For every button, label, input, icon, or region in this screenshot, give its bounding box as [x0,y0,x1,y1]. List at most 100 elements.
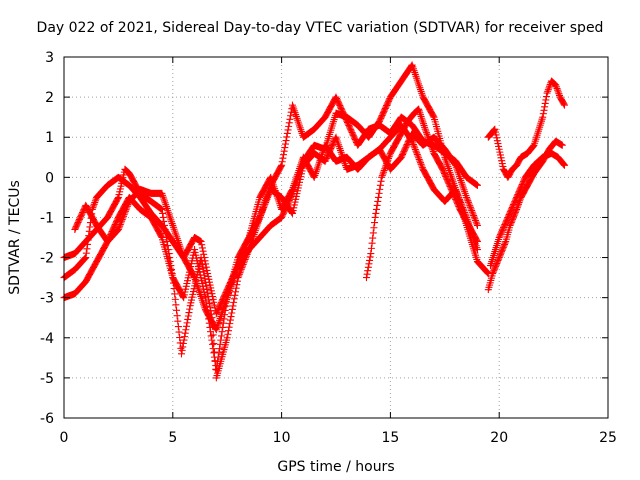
data-point [90,200,98,208]
data-point [121,209,129,217]
data-point [419,118,427,126]
data-point [470,212,478,220]
data-point [468,208,476,216]
data-point [118,217,126,225]
data-point [181,329,189,337]
data-point [114,225,122,233]
data-point [256,213,264,221]
data-point [410,142,418,150]
data-point [120,211,128,219]
data-point [492,261,500,269]
data-point [427,142,435,150]
data-point [466,203,474,211]
data-point [179,343,187,351]
data-point [369,234,377,242]
data-point [181,333,189,341]
data-point [90,202,98,210]
data-point [382,161,390,169]
data-point [371,213,379,221]
x-tick-label: 20 [490,430,508,446]
data-point [513,205,521,213]
data-point [122,206,130,214]
data-point [542,96,550,104]
data-point [183,319,191,327]
data-point [469,210,477,218]
data-point [225,323,233,331]
data-point [224,330,232,338]
data-point [507,219,515,227]
data-point [540,106,548,114]
data-point [207,328,215,336]
data-point [374,193,382,201]
data-point [288,191,296,199]
data-point [464,198,472,206]
data-point [420,122,428,130]
data-point [231,291,239,299]
data-point [377,177,385,185]
data-point [496,252,504,260]
data-point [473,181,481,189]
data-point [173,312,181,320]
data-point [424,134,432,142]
data-point [511,208,519,216]
x-tick-label: 15 [381,430,399,446]
data-point [185,309,193,317]
data-point [365,260,373,268]
data-point [555,90,563,98]
data-point [287,112,295,120]
data-point [232,288,240,296]
data-point [418,116,426,124]
data-point [553,85,561,93]
data-point [116,221,124,229]
data-point [422,129,430,137]
data-point [497,249,505,257]
data-series [486,149,568,270]
data-point [280,151,288,159]
data-point [174,323,182,331]
data-point [428,144,436,152]
data-point [172,301,180,309]
data-point [418,162,426,170]
data-point [375,189,383,197]
data-point [124,201,132,209]
data-point [256,212,264,220]
data-point [501,239,509,247]
data-point [552,81,560,89]
data-point [418,114,426,122]
data-point [472,218,480,226]
data-point [258,208,266,216]
data-point [429,146,437,154]
data-point [554,86,562,94]
data-series [484,77,568,181]
data-point [411,144,419,152]
data-point [426,137,434,145]
data-point [282,137,290,145]
data-point [263,195,271,203]
data-point [367,244,375,252]
y-tick-label: 2 [45,90,54,106]
data-point [385,153,393,161]
data-point [417,112,425,120]
data-point [416,157,424,165]
data-point [157,232,165,240]
data-point [498,248,506,256]
data-point [182,326,190,334]
data-series [60,61,492,318]
data-point [473,246,481,254]
data-point [494,256,502,264]
data-point [115,224,123,232]
data-point [119,214,127,222]
data-point [515,199,523,207]
data-point [223,334,231,342]
data-point [366,256,374,264]
data-point [472,217,480,225]
data-point [383,160,391,168]
data-point [376,185,384,193]
data-point [372,209,380,217]
data-point [499,243,507,251]
data-point [423,130,431,138]
data-point [544,87,552,95]
data-point [260,202,268,210]
data-point [201,257,209,265]
